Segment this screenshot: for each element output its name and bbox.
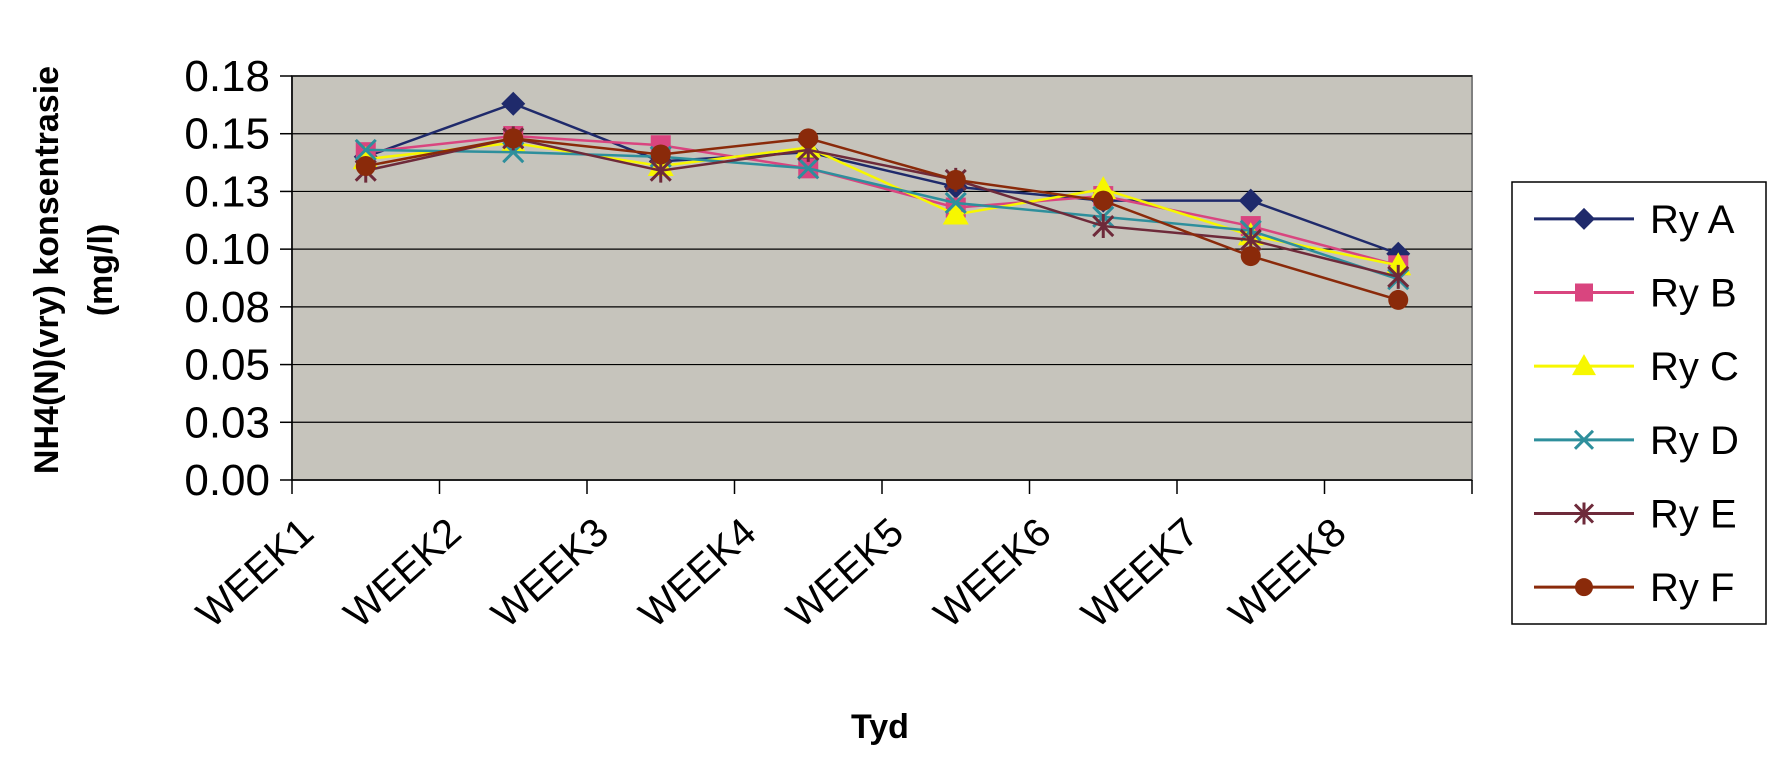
legend-box <box>1511 181 1767 625</box>
legend-item: Ry B <box>1534 272 1737 316</box>
data-point <box>944 191 967 215</box>
y-tick-label: 0.00 <box>184 456 270 505</box>
data-point <box>797 157 820 180</box>
legend-label: Ry D <box>1650 419 1739 463</box>
x-tick-label: WEEK3 <box>484 510 618 636</box>
x-tick-label: WEEK8 <box>1221 510 1355 636</box>
x-tick-label: WEEK6 <box>926 510 1060 636</box>
x-axis-title: Tyd <box>851 708 909 746</box>
data-point <box>1572 354 1596 376</box>
data-point <box>1573 207 1595 230</box>
legend-item: Ry F <box>1534 566 1734 610</box>
series-group <box>352 91 1412 310</box>
plot-area <box>291 75 1473 481</box>
legend-item: Ry A <box>1534 198 1735 242</box>
legend-label: Ry E <box>1650 493 1737 537</box>
data-point <box>1575 578 1593 597</box>
data-point <box>1238 188 1263 213</box>
x-tick-label: WEEK4 <box>631 510 765 636</box>
series-line <box>365 137 1399 279</box>
data-point <box>1388 289 1409 310</box>
legend-item: Ry E <box>1534 493 1737 537</box>
data-point <box>1387 264 1410 289</box>
series-ry-f <box>355 128 1409 310</box>
series-line <box>365 137 1399 302</box>
legend-label: Ry C <box>1650 345 1739 389</box>
data-point <box>1575 283 1593 302</box>
data-point <box>942 201 969 225</box>
plot-background <box>291 75 1473 481</box>
data-point <box>1093 190 1114 211</box>
data-point <box>798 128 819 149</box>
legend-label: Ry F <box>1650 566 1734 610</box>
legend: Ry A Ry B Ry C Ry D Ry E Ry F <box>1511 181 1767 625</box>
series-line <box>365 148 1399 281</box>
y-tick-label: 0.05 <box>184 341 270 390</box>
y-tick-label: 0.13 <box>184 167 270 216</box>
y-axis-title-line-2: (mg/l) <box>82 224 120 317</box>
data-point <box>650 144 671 165</box>
data-point <box>1573 502 1595 525</box>
series-line <box>365 102 1399 255</box>
data-point <box>945 169 966 190</box>
data-point <box>1092 214 1115 239</box>
x-tick-label: WEEK7 <box>1074 510 1208 636</box>
data-point <box>503 128 524 149</box>
legend-label: Ry B <box>1650 272 1737 316</box>
y-tick-label: 0.18 <box>184 52 270 101</box>
legend-label: Ry A <box>1650 198 1735 242</box>
data-point <box>1573 429 1595 450</box>
y-tick-label: 0.15 <box>184 110 270 159</box>
series-line <box>365 134 1399 267</box>
data-point <box>501 91 526 116</box>
y-tick-label: 0.03 <box>184 398 270 447</box>
data-point <box>354 138 377 161</box>
y-tick-label: 0.10 <box>184 225 270 274</box>
x-tick-label: WEEK2 <box>336 510 470 636</box>
legend-item: Ry C <box>1534 345 1739 389</box>
data-point <box>355 156 376 177</box>
axis-titles: Tyd NH4(N)(vry) konsentrasie (mg/l) <box>28 66 909 746</box>
x-tick-label: WEEK5 <box>779 510 913 636</box>
legend-item: Ry D <box>1534 419 1739 463</box>
data-point <box>1240 246 1261 267</box>
y-tick-label: 0.08 <box>184 283 270 332</box>
x-tick-label: WEEK1 <box>189 510 323 636</box>
y-axis-title-line-1: NH4(N)(vry) konsentrasie <box>28 66 66 474</box>
